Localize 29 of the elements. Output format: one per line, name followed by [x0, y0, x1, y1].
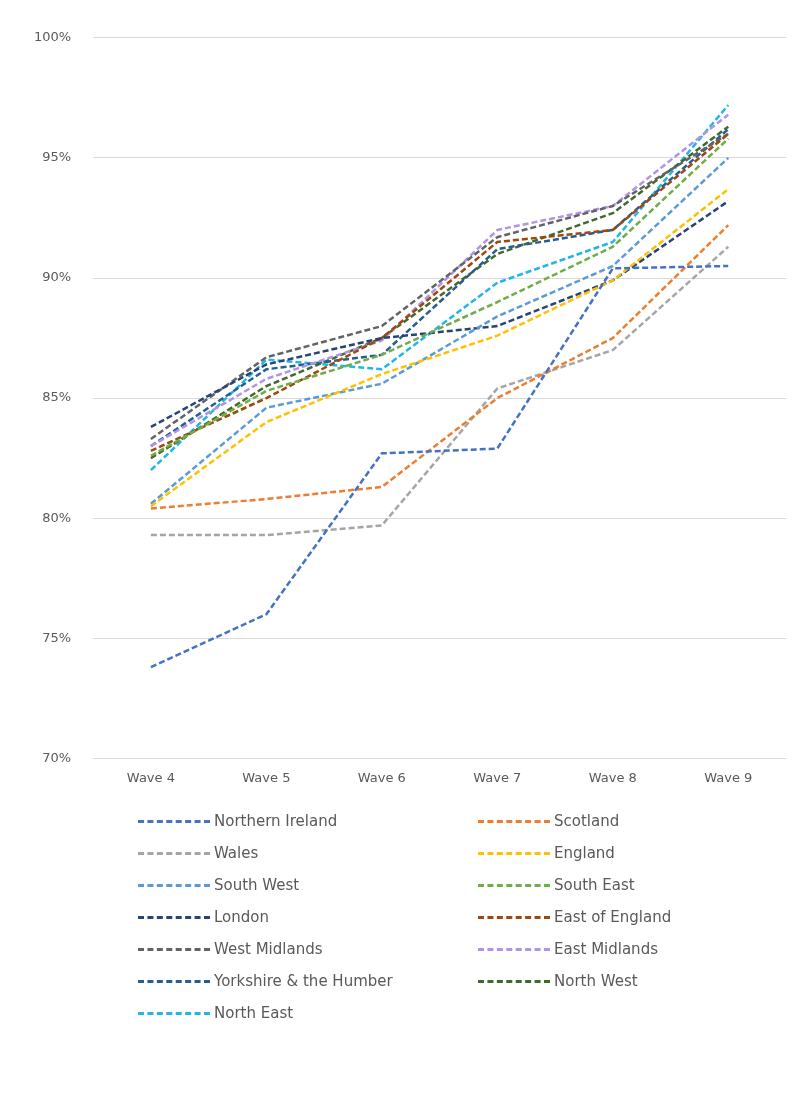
x-tick-label: Wave 9 — [704, 769, 753, 785]
y-tick-label: 85% — [42, 389, 72, 405]
y-tick-label: 90% — [42, 269, 72, 285]
legend-label: North East — [214, 1004, 294, 1022]
y-tick-label: 70% — [42, 749, 72, 765]
x-tick-label: Wave 4 — [126, 769, 175, 785]
legend-label: Scotland — [554, 812, 620, 830]
x-tick-label: Wave 8 — [588, 769, 637, 785]
line-series — [149, 264, 730, 669]
legend-label: Northern Ireland — [214, 812, 338, 830]
y-tick-label: 95% — [42, 149, 72, 165]
legend-label: East of England — [554, 908, 672, 926]
x-tick-label: Wave 6 — [357, 769, 406, 785]
y-tick-label: 80% — [42, 509, 72, 525]
x-tick-label: Wave 5 — [242, 769, 291, 785]
legend-label: West Midlands — [214, 940, 323, 958]
legend-label: South West — [214, 876, 300, 894]
legend-label: South East — [554, 876, 635, 894]
line-series — [149, 245, 730, 537]
legend-label: Yorkshire & the Humber — [214, 972, 393, 990]
legend-label: North West — [554, 972, 638, 990]
legend-label: East Midlands — [554, 940, 658, 958]
y-tick-label: 100% — [33, 29, 72, 45]
y-tick-label: 75% — [42, 629, 72, 645]
line-series — [149, 199, 730, 429]
legend-label: Wales — [214, 844, 259, 862]
legend-label: England — [554, 844, 615, 862]
legend-label: London — [214, 908, 269, 926]
x-tick-label: Wave 7 — [473, 769, 522, 785]
